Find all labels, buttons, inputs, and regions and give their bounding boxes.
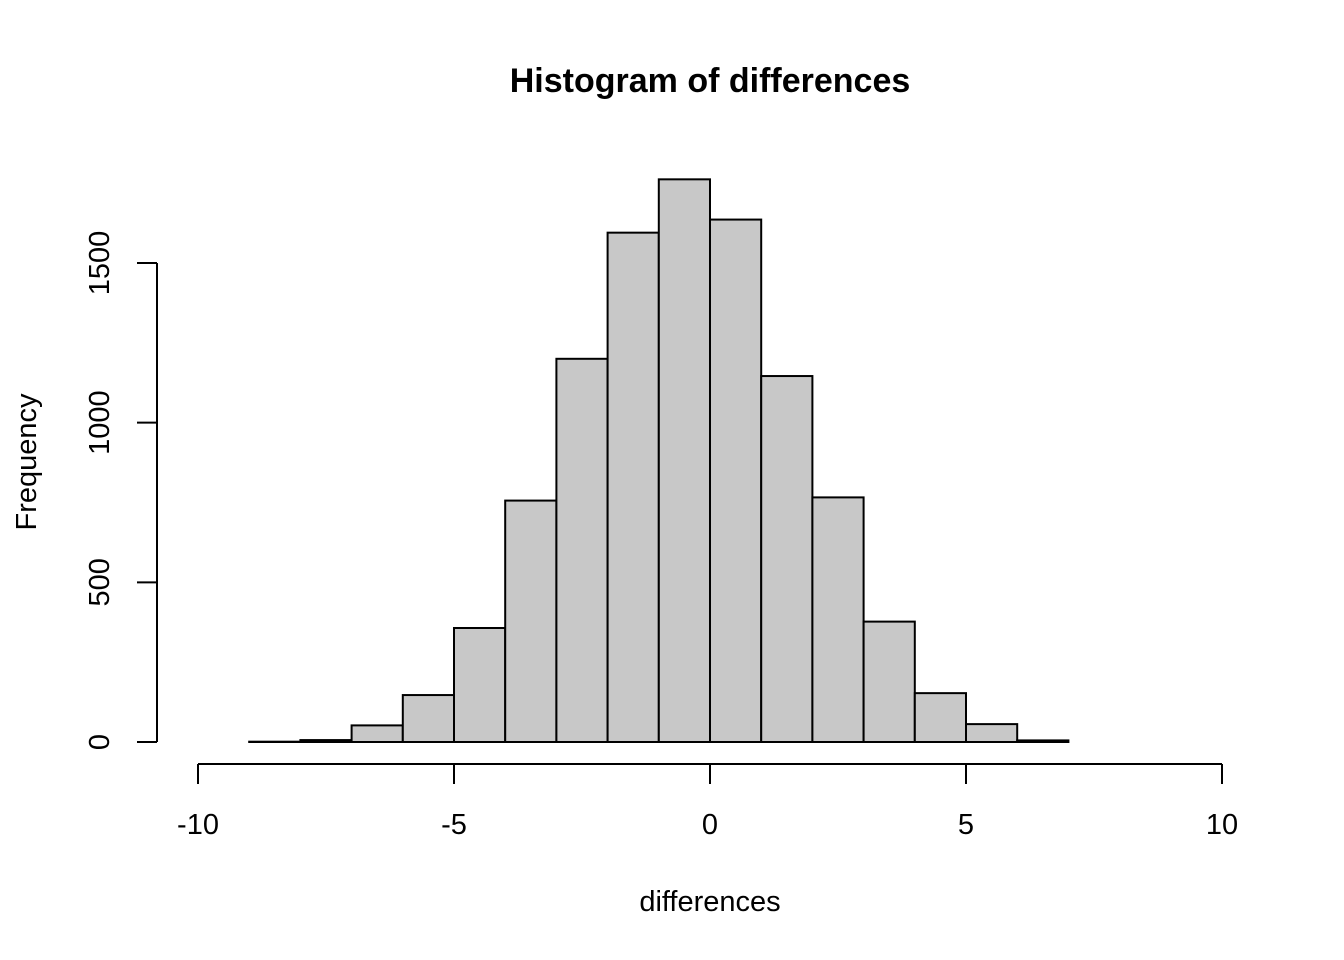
histogram-bar xyxy=(965,723,1019,743)
y-axis: 0 500 1000 1500 xyxy=(84,231,158,750)
y-tick-label: 1500 xyxy=(84,231,116,296)
histogram-bar xyxy=(1016,739,1070,743)
histogram-bar xyxy=(606,231,660,743)
histogram-bar xyxy=(453,626,507,743)
y-tick-label: 1000 xyxy=(84,390,116,455)
histogram-bar xyxy=(913,692,967,744)
histogram-bar xyxy=(657,178,711,744)
histogram-bar xyxy=(299,739,353,743)
x-axis: -10 -5 0 5 10 xyxy=(177,763,1238,841)
histogram-bar xyxy=(504,499,558,744)
x-tick-label: -5 xyxy=(441,809,467,841)
x-tick-label: 0 xyxy=(702,809,718,841)
histogram-bar xyxy=(862,620,916,743)
x-tick-label: 5 xyxy=(958,809,974,841)
y-axis-label: Frequency xyxy=(11,393,43,531)
histogram-bar xyxy=(555,357,609,743)
histogram-bar xyxy=(760,375,814,743)
chart-title: Histogram of differences xyxy=(510,62,911,100)
histogram-bar xyxy=(811,496,865,743)
histogram-bar xyxy=(350,724,404,743)
y-tick-label: 0 xyxy=(84,734,116,750)
y-tick-label: 500 xyxy=(84,558,116,606)
histogram-bar xyxy=(709,218,763,743)
histogram-bar xyxy=(401,694,455,743)
bars-group xyxy=(248,178,1070,744)
x-tick-label: 10 xyxy=(1206,809,1238,841)
x-axis-label: differences xyxy=(639,886,780,918)
x-tick-label: -10 xyxy=(177,809,219,841)
